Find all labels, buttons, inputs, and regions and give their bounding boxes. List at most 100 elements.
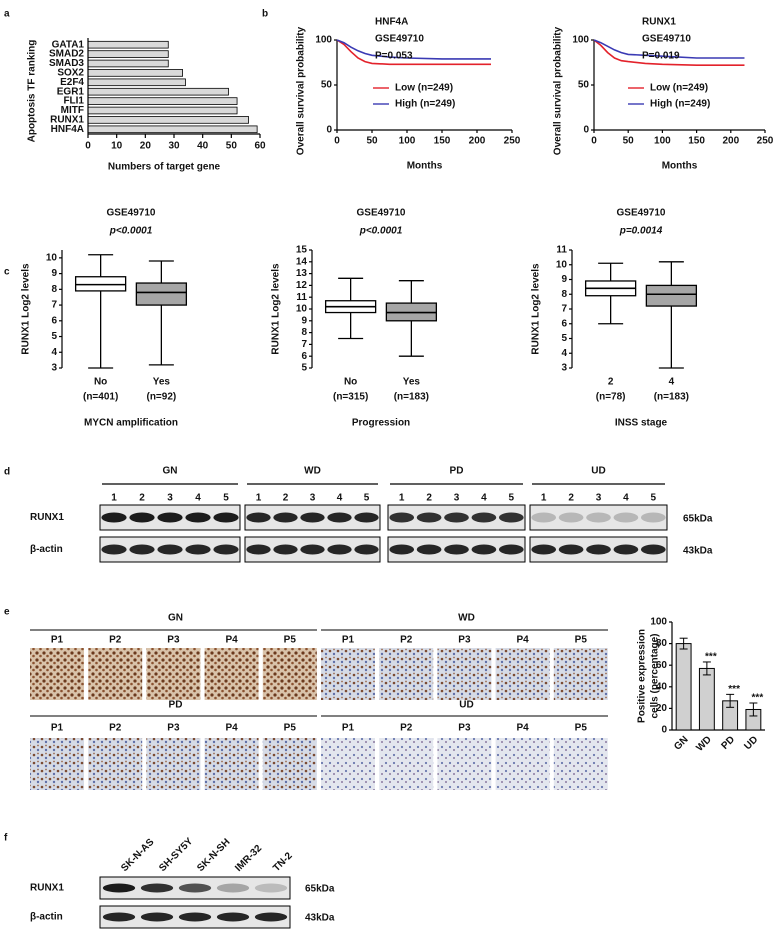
x-tick-label: 60 <box>254 141 266 152</box>
x-axis-label: INSS stage <box>615 418 668 429</box>
lane-label: IMR-32 <box>233 843 264 874</box>
x-tick-label: 30 <box>168 141 180 152</box>
lane-label: 4 <box>195 493 201 504</box>
bar <box>87 50 169 58</box>
chart-title: HNF4A <box>375 17 408 28</box>
y-tick-label: 13 <box>296 268 308 279</box>
x-tick-label: No <box>94 377 107 388</box>
lane-label: 4 <box>337 493 343 504</box>
group-label: WD <box>304 466 321 477</box>
blot-band <box>129 512 155 523</box>
x-tick-label: 0 <box>591 136 597 147</box>
legend-label: Low (n=249) <box>650 83 708 94</box>
y-tick-label: 40 <box>656 681 668 692</box>
y-tick-label: 15 <box>296 245 308 256</box>
bar <box>87 87 229 96</box>
chart-title: GSE49710 <box>617 208 666 219</box>
size-label: 43kDa <box>305 913 335 924</box>
blot-band <box>471 512 497 523</box>
ihc-image <box>321 648 375 700</box>
legend-label: Low (n=249) <box>395 83 453 94</box>
sample-label: P2 <box>400 723 413 734</box>
y-tick-label: 9 <box>51 268 57 279</box>
chart-subtitle: GSE49710 <box>642 34 691 45</box>
x-tick-label: 20 <box>140 141 152 152</box>
bar <box>87 69 183 77</box>
y-tick-label: 6 <box>301 351 307 362</box>
bar <box>698 667 715 731</box>
blot-band <box>327 512 352 523</box>
blot-band <box>444 512 469 523</box>
blot-band <box>254 883 288 893</box>
significance: *** <box>705 652 717 663</box>
survival-curve <box>593 39 745 66</box>
y-tick-label: 0 <box>661 725 667 736</box>
blot-band <box>444 544 469 555</box>
lane-label: 5 <box>651 493 657 504</box>
chart-title: RUNX1 <box>642 17 676 28</box>
n-label: (n=183) <box>654 392 689 403</box>
chart-title: GSE49710 <box>357 208 406 219</box>
n-label: (n=401) <box>83 392 118 403</box>
x-tick-label: UD <box>742 734 760 752</box>
y-tick-label: 80 <box>656 638 668 649</box>
y-axis-label: RUNX1 Log2 levels <box>271 263 282 355</box>
blot-band <box>140 912 174 922</box>
ihc-image <box>553 648 608 700</box>
y-axis-label: Overall survival probability <box>553 26 564 155</box>
sample-label: P1 <box>342 635 355 646</box>
lane-label: TN-2 <box>271 850 295 874</box>
lane-label: 2 <box>283 493 289 504</box>
y-tick-label: 100 <box>572 35 589 46</box>
blot-band <box>101 512 127 523</box>
group-label: UD <box>591 466 605 477</box>
y-tick-label: 8 <box>51 284 57 295</box>
significance: *** <box>752 693 764 704</box>
y-tick-label: 11 <box>556 245 567 256</box>
ihc-image <box>437 738 492 790</box>
blot-band <box>213 512 239 523</box>
blot-band <box>178 883 212 893</box>
y-tick-label: MITF <box>61 105 84 116</box>
bar <box>87 59 169 68</box>
y-tick-label: 7 <box>561 304 567 315</box>
ihc-image <box>204 648 259 700</box>
bar <box>87 78 186 87</box>
box <box>645 284 698 307</box>
survival-curve <box>336 39 491 66</box>
ihc-image <box>437 648 492 700</box>
y-tick-label: EGR1 <box>57 86 85 97</box>
ihc-image <box>262 648 317 700</box>
x-tick-label: 0 <box>334 136 340 147</box>
x-tick-label: 4 <box>669 377 675 388</box>
row-label: RUNX1 <box>30 512 64 523</box>
sample-label: P5 <box>284 723 297 734</box>
y-tick-label: 10 <box>46 253 58 264</box>
blot-band <box>416 544 442 555</box>
y-tick-label: 60 <box>656 660 668 671</box>
sample-label: P5 <box>575 635 588 646</box>
x-tick-label: 200 <box>722 136 739 147</box>
ihc-image <box>553 738 608 790</box>
size-label: 65kDa <box>683 514 713 525</box>
sample-label: P1 <box>51 635 64 646</box>
y-axis-label: RUNX1 Log2 levels <box>531 263 542 355</box>
blot-band <box>178 912 212 922</box>
sample-label: P1 <box>51 723 64 734</box>
blot-band <box>102 912 136 922</box>
y-tick-label: 9 <box>301 315 307 326</box>
blot-band <box>254 912 288 922</box>
row-label: β-actin <box>30 544 63 555</box>
lane-label: 2 <box>426 493 432 504</box>
n-label: (n=315) <box>333 392 368 403</box>
blot-band <box>354 544 379 555</box>
blot-band <box>213 544 239 555</box>
blot-band <box>185 512 211 523</box>
y-tick-label: 12 <box>296 280 308 291</box>
x-tick-label: GN <box>672 734 690 752</box>
legend-label: High (n=249) <box>395 99 455 110</box>
y-tick-label: 10 <box>556 259 568 270</box>
blot-band <box>640 544 666 555</box>
blot-band <box>640 512 666 523</box>
